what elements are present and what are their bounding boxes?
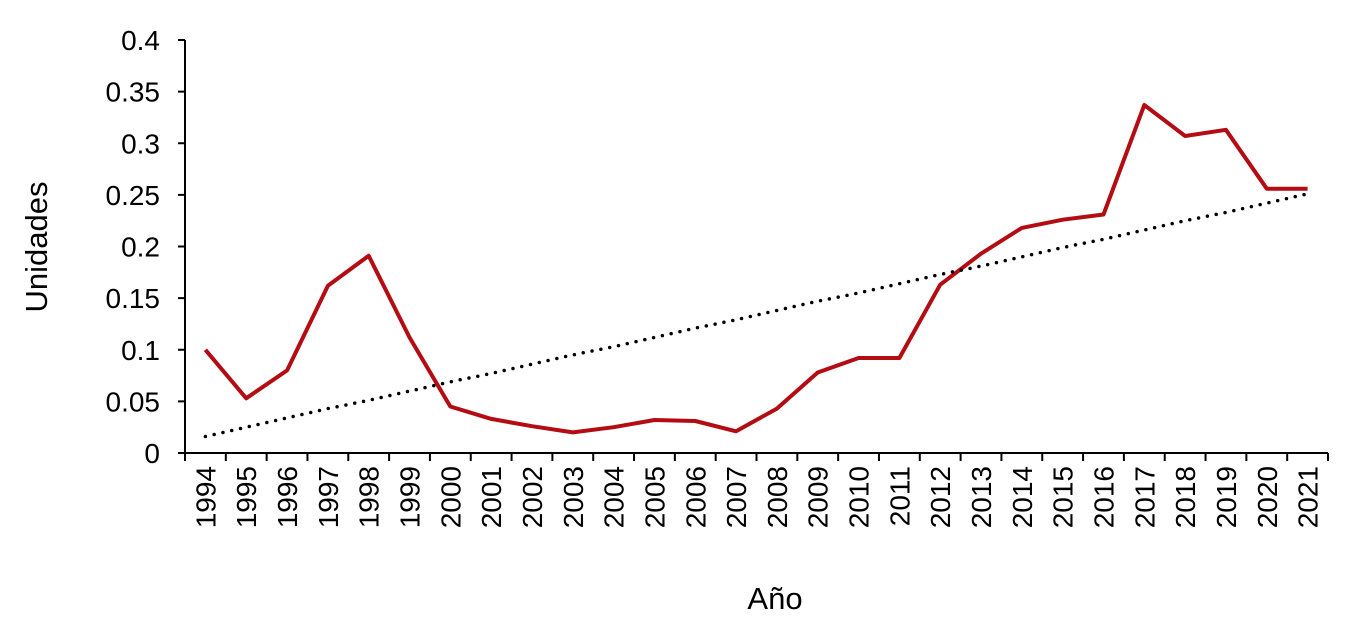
x-tick-label: 2008 [762, 466, 793, 528]
x-tick-label: 2005 [639, 466, 670, 528]
y-axis-title: Unidades [19, 182, 54, 313]
x-tick-label: 2015 [1048, 466, 1079, 528]
y-tick-label: 0.35 [106, 77, 161, 108]
x-axis-title: Año [747, 581, 802, 616]
series-line [203, 103, 1308, 435]
series-layer [203, 103, 1310, 439]
y-tick-label: 0 [144, 438, 160, 469]
x-tick-label: 2012 [925, 466, 956, 528]
x-tick-label: 2007 [721, 466, 752, 528]
x-tick-label: 1997 [313, 466, 344, 528]
x-tick-label: 2021 [1293, 466, 1324, 528]
y-tick-label: 0.3 [121, 128, 160, 159]
x-tick-label: 2010 [844, 466, 875, 528]
y-tick-label: 0.4 [121, 25, 160, 56]
x-tick-label: 2006 [680, 466, 711, 528]
x-tick-label: 2004 [599, 466, 630, 528]
y-tick-label: 0.05 [106, 386, 161, 417]
x-tick-label: 2003 [558, 466, 589, 528]
x-tick-label: 2014 [1007, 466, 1038, 528]
axes: 0 0.05 0.1 0.15 0.2 0.25 0.3 0.35 0.4 1994 1995 199… [106, 25, 1329, 528]
x-tick-label: 2013 [966, 466, 997, 528]
x-tick-label: 1999 [395, 466, 426, 528]
x-tick-label: 2020 [1252, 466, 1283, 528]
y-tick-label: 0.25 [106, 180, 161, 211]
x-tick-label: 2017 [1129, 466, 1160, 528]
x-tick-label: 1994 [190, 466, 221, 528]
x-tick-label: 2019 [1211, 466, 1242, 528]
y-tick-label: 0.15 [106, 283, 161, 314]
x-tick-label: 1996 [272, 466, 303, 528]
x-tick-label: 2001 [476, 466, 507, 528]
x-tick-label: 2018 [1170, 466, 1201, 528]
trend-line [203, 192, 1310, 439]
x-tick-label: 2016 [1088, 466, 1119, 528]
x-tick-label: 2000 [435, 466, 466, 528]
x-tick-label: 2002 [517, 466, 548, 528]
x-tick-label: 2009 [803, 466, 834, 528]
y-tick-label: 0.2 [121, 232, 160, 263]
x-tick-label: 2011 [884, 466, 915, 526]
x-tick-label: 1998 [354, 466, 385, 528]
x-tick-label: 1995 [231, 466, 262, 528]
y-tick-label: 0.1 [121, 335, 160, 366]
